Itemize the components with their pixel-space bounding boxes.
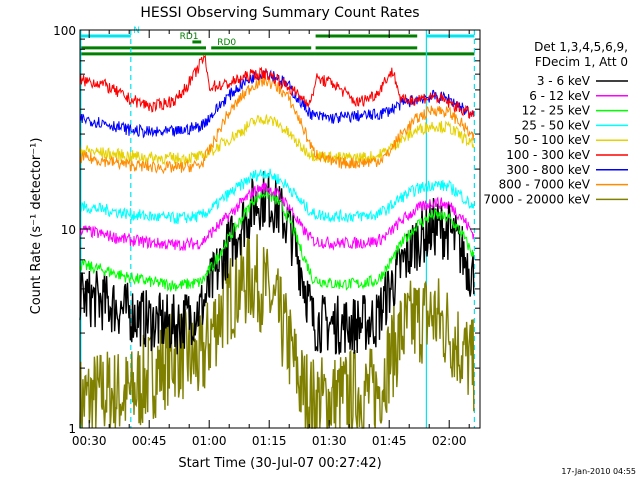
series-line-7 [79,74,475,175]
x-tick-label-1: 00:45 [132,434,167,448]
legend-label-2: 12 - 25 keV [522,104,591,118]
legend-label-1: 6 - 12 keV [529,89,591,103]
legend-label-6: 300 - 800 keV [506,163,590,177]
y-axis-label: Count Rate (s⁻¹ detector⁻¹) [29,138,44,315]
legend-label-4: 50 - 100 keV [514,133,591,147]
x-tick-label-0: 00:30 [72,434,107,448]
series-line-4 [79,114,475,166]
x-tick-label-5: 01:45 [372,434,407,448]
date-stamp: 17-Jan-2010 04:55 [561,467,636,476]
series-line-0 [79,171,475,355]
flag-bar-layer: N RD1 RD0 [80,26,475,56]
legend-header-line-1: Det 1,3,4,5,6,9, [534,40,628,54]
y-tick-label-0: 1 [68,422,76,436]
legend-label-8: 7000 - 20000 keV [483,192,590,206]
legend-label-0: 3 - 6 keV [537,74,591,88]
x-tick-label-3: 01:15 [252,434,287,448]
y-tick-label-1: 10 [61,223,76,237]
flag-label-RD0: RD0 [217,38,236,48]
series-layer [79,54,475,429]
legend-label-5: 100 - 300 keV [506,148,590,162]
legend: Det 1,3,4,5,6,9, FDecim 1, Att 0 3 - 6 k… [483,40,628,206]
series-line-8 [79,234,475,429]
flag-label-N: N [133,26,140,36]
chart-title: HESSI Observing Summary Count Rates [140,5,419,21]
x-axis-label: Start Time (30-Jul-07 00:27:42) [178,456,381,471]
series-line-3 [79,168,475,225]
x-tick-label-2: 01:00 [192,434,227,448]
x-tick-label-6: 02:00 [432,434,467,448]
legend-label-7: 800 - 7000 keV [499,178,591,192]
series-line-2 [79,186,475,293]
axis-layer: 1 10 100 00:30 00:45 01:00 01:15 01:30 01:45 02:0… [53,24,480,448]
legend-header-line-2: FDecim 1, Att 0 [535,55,628,69]
y-tick-label-2: 100 [53,24,76,38]
series-line-1 [79,181,475,252]
series-line-5 [79,54,475,119]
x-tick-label-4: 01:30 [312,434,347,448]
legend-label-3: 25 - 50 keV [522,118,591,132]
flag-label-RD1: RD1 [180,32,199,42]
